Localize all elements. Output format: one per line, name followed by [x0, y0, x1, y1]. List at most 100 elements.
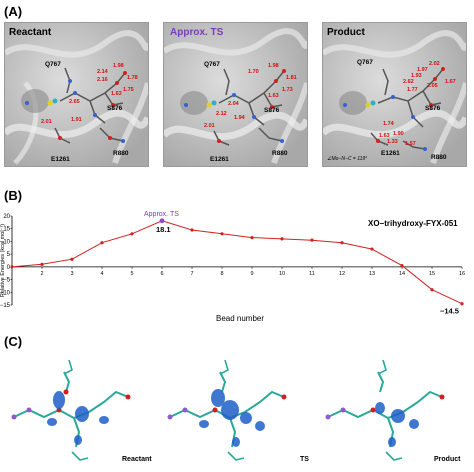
x-tick-label: 16	[459, 271, 465, 277]
data-point	[190, 228, 194, 232]
x-tick-label: 4	[100, 271, 103, 277]
esp-label: TS	[300, 456, 309, 463]
y-tick-label: 20	[3, 214, 10, 220]
y-tick-label: 15	[3, 227, 10, 233]
distance-label: 2.01	[41, 119, 52, 125]
esp-molecule-image	[11, 359, 131, 461]
x-tick-label: 7	[190, 271, 193, 277]
distance-label: 1.33	[387, 139, 398, 145]
distance-label: 1.94	[234, 115, 245, 121]
structure-reactant: Reactant Q767 S876 R880 E1261 2.14 1.98 …	[4, 22, 149, 167]
data-point	[400, 263, 404, 268]
distance-label: 1.74	[383, 121, 394, 127]
distance-label: 2.02	[429, 61, 440, 67]
data-point	[340, 241, 344, 245]
x-tick-label: 9	[250, 271, 253, 277]
y-tick-label: −5	[3, 278, 11, 284]
data-point	[220, 232, 224, 236]
data-point	[159, 218, 165, 224]
distance-label: 1.63	[379, 133, 390, 139]
distance-label: 1.78	[127, 75, 138, 81]
distance-label: 2.04	[228, 101, 239, 107]
distance-label: 1.97	[417, 67, 428, 73]
x-tick-label: 11	[309, 271, 315, 277]
residue-label: S876	[425, 105, 441, 112]
distance-label: 2.01	[204, 123, 215, 129]
panel-a-label: (A)	[4, 4, 23, 19]
y-tick-label: 10	[3, 239, 10, 245]
structure-ts: Approx. TS Q767 S876 R880 E1261 1.70 1.9…	[163, 22, 308, 167]
residue-label: S876	[264, 107, 280, 114]
x-tick-label: 5	[130, 271, 133, 277]
distance-label: 1.98	[268, 63, 279, 69]
distance-label: 1.63	[268, 93, 279, 99]
panel-c-label: (C)	[4, 334, 23, 349]
residue-label: Q767	[204, 61, 220, 68]
residue-label: S876	[107, 105, 123, 112]
x-tick-label: 2	[40, 271, 43, 277]
ts-annotation-value: 18.1	[156, 225, 171, 234]
x-tick-label: 3	[70, 271, 73, 277]
energy-series-line	[11, 220, 463, 305]
residue-label: E1261	[51, 156, 70, 163]
x-tick-label: 6	[160, 271, 163, 277]
chart-title: XO−trihydroxy-FYX-051	[368, 219, 458, 228]
y-tick-label: 0	[7, 265, 11, 271]
structure-title: Reactant	[9, 27, 52, 38]
x-axis-label: Bead number	[216, 314, 264, 323]
data-point	[70, 257, 74, 261]
distance-label: 1.91	[71, 117, 82, 123]
residue-label: R880	[431, 154, 447, 161]
data-point	[250, 236, 254, 240]
data-point	[460, 302, 464, 306]
esp-molecule-image	[167, 359, 287, 461]
x-tick-label: 12	[339, 271, 345, 277]
distance-label: 1.67	[445, 79, 456, 85]
residue-label: Q767	[357, 59, 373, 66]
distance-label: 1.81	[286, 75, 297, 81]
distance-label: 1.75	[123, 87, 134, 93]
ts-annotation-label: Approx. TS	[144, 211, 179, 218]
structure-title: Approx. TS	[170, 27, 224, 38]
ribbon-background	[164, 23, 307, 166]
x-tick-label: 8	[220, 271, 223, 277]
distance-label: 2.12	[216, 111, 227, 117]
y-axis-label: Relative Energies (kcal mol⁻¹)	[0, 224, 6, 297]
distance-label: 1.70	[248, 69, 259, 75]
data-point	[130, 232, 134, 236]
esp-reactant: Reactant	[4, 352, 154, 467]
structure-product: Product Q767 S876 R880 E1261 1.93 2.02 2…	[322, 22, 467, 167]
esp-label: Reactant	[122, 456, 152, 463]
esp-label: Product	[434, 456, 461, 463]
x-tick-label: 13	[369, 271, 375, 277]
distance-label: 2.65	[69, 99, 80, 105]
structure-title: Product	[327, 27, 365, 38]
distance-label: 2.14	[97, 69, 108, 75]
distance-label: 1.63	[111, 91, 122, 97]
distance-label: 2.62	[403, 79, 414, 85]
data-point	[310, 238, 314, 242]
y-tick-label: 5	[7, 252, 11, 258]
x-tick-label: 10	[279, 271, 285, 277]
data-point	[280, 237, 284, 241]
data-point	[370, 247, 374, 251]
ribbon-background	[5, 23, 148, 166]
data-point	[10, 265, 14, 269]
data-point	[40, 262, 44, 266]
esp-molecule-image	[325, 359, 445, 461]
esp-ts: TS	[160, 352, 310, 467]
x-tick-label: 15	[429, 271, 435, 277]
residue-label: E1261	[210, 156, 229, 163]
panel-b-label: (B)	[4, 188, 23, 203]
residue-label: Q767	[45, 61, 61, 68]
esp-product: Product	[318, 352, 468, 467]
distance-label: 2.16	[97, 77, 108, 83]
distance-label: 2.05	[427, 83, 438, 89]
distance-label: 1.98	[113, 63, 124, 69]
residue-label: R880	[272, 150, 288, 157]
residue-label: R880	[113, 150, 129, 157]
distance-label: 1.93	[411, 73, 422, 79]
ribbon-background	[323, 23, 466, 166]
residue-label: E1261	[381, 150, 400, 157]
